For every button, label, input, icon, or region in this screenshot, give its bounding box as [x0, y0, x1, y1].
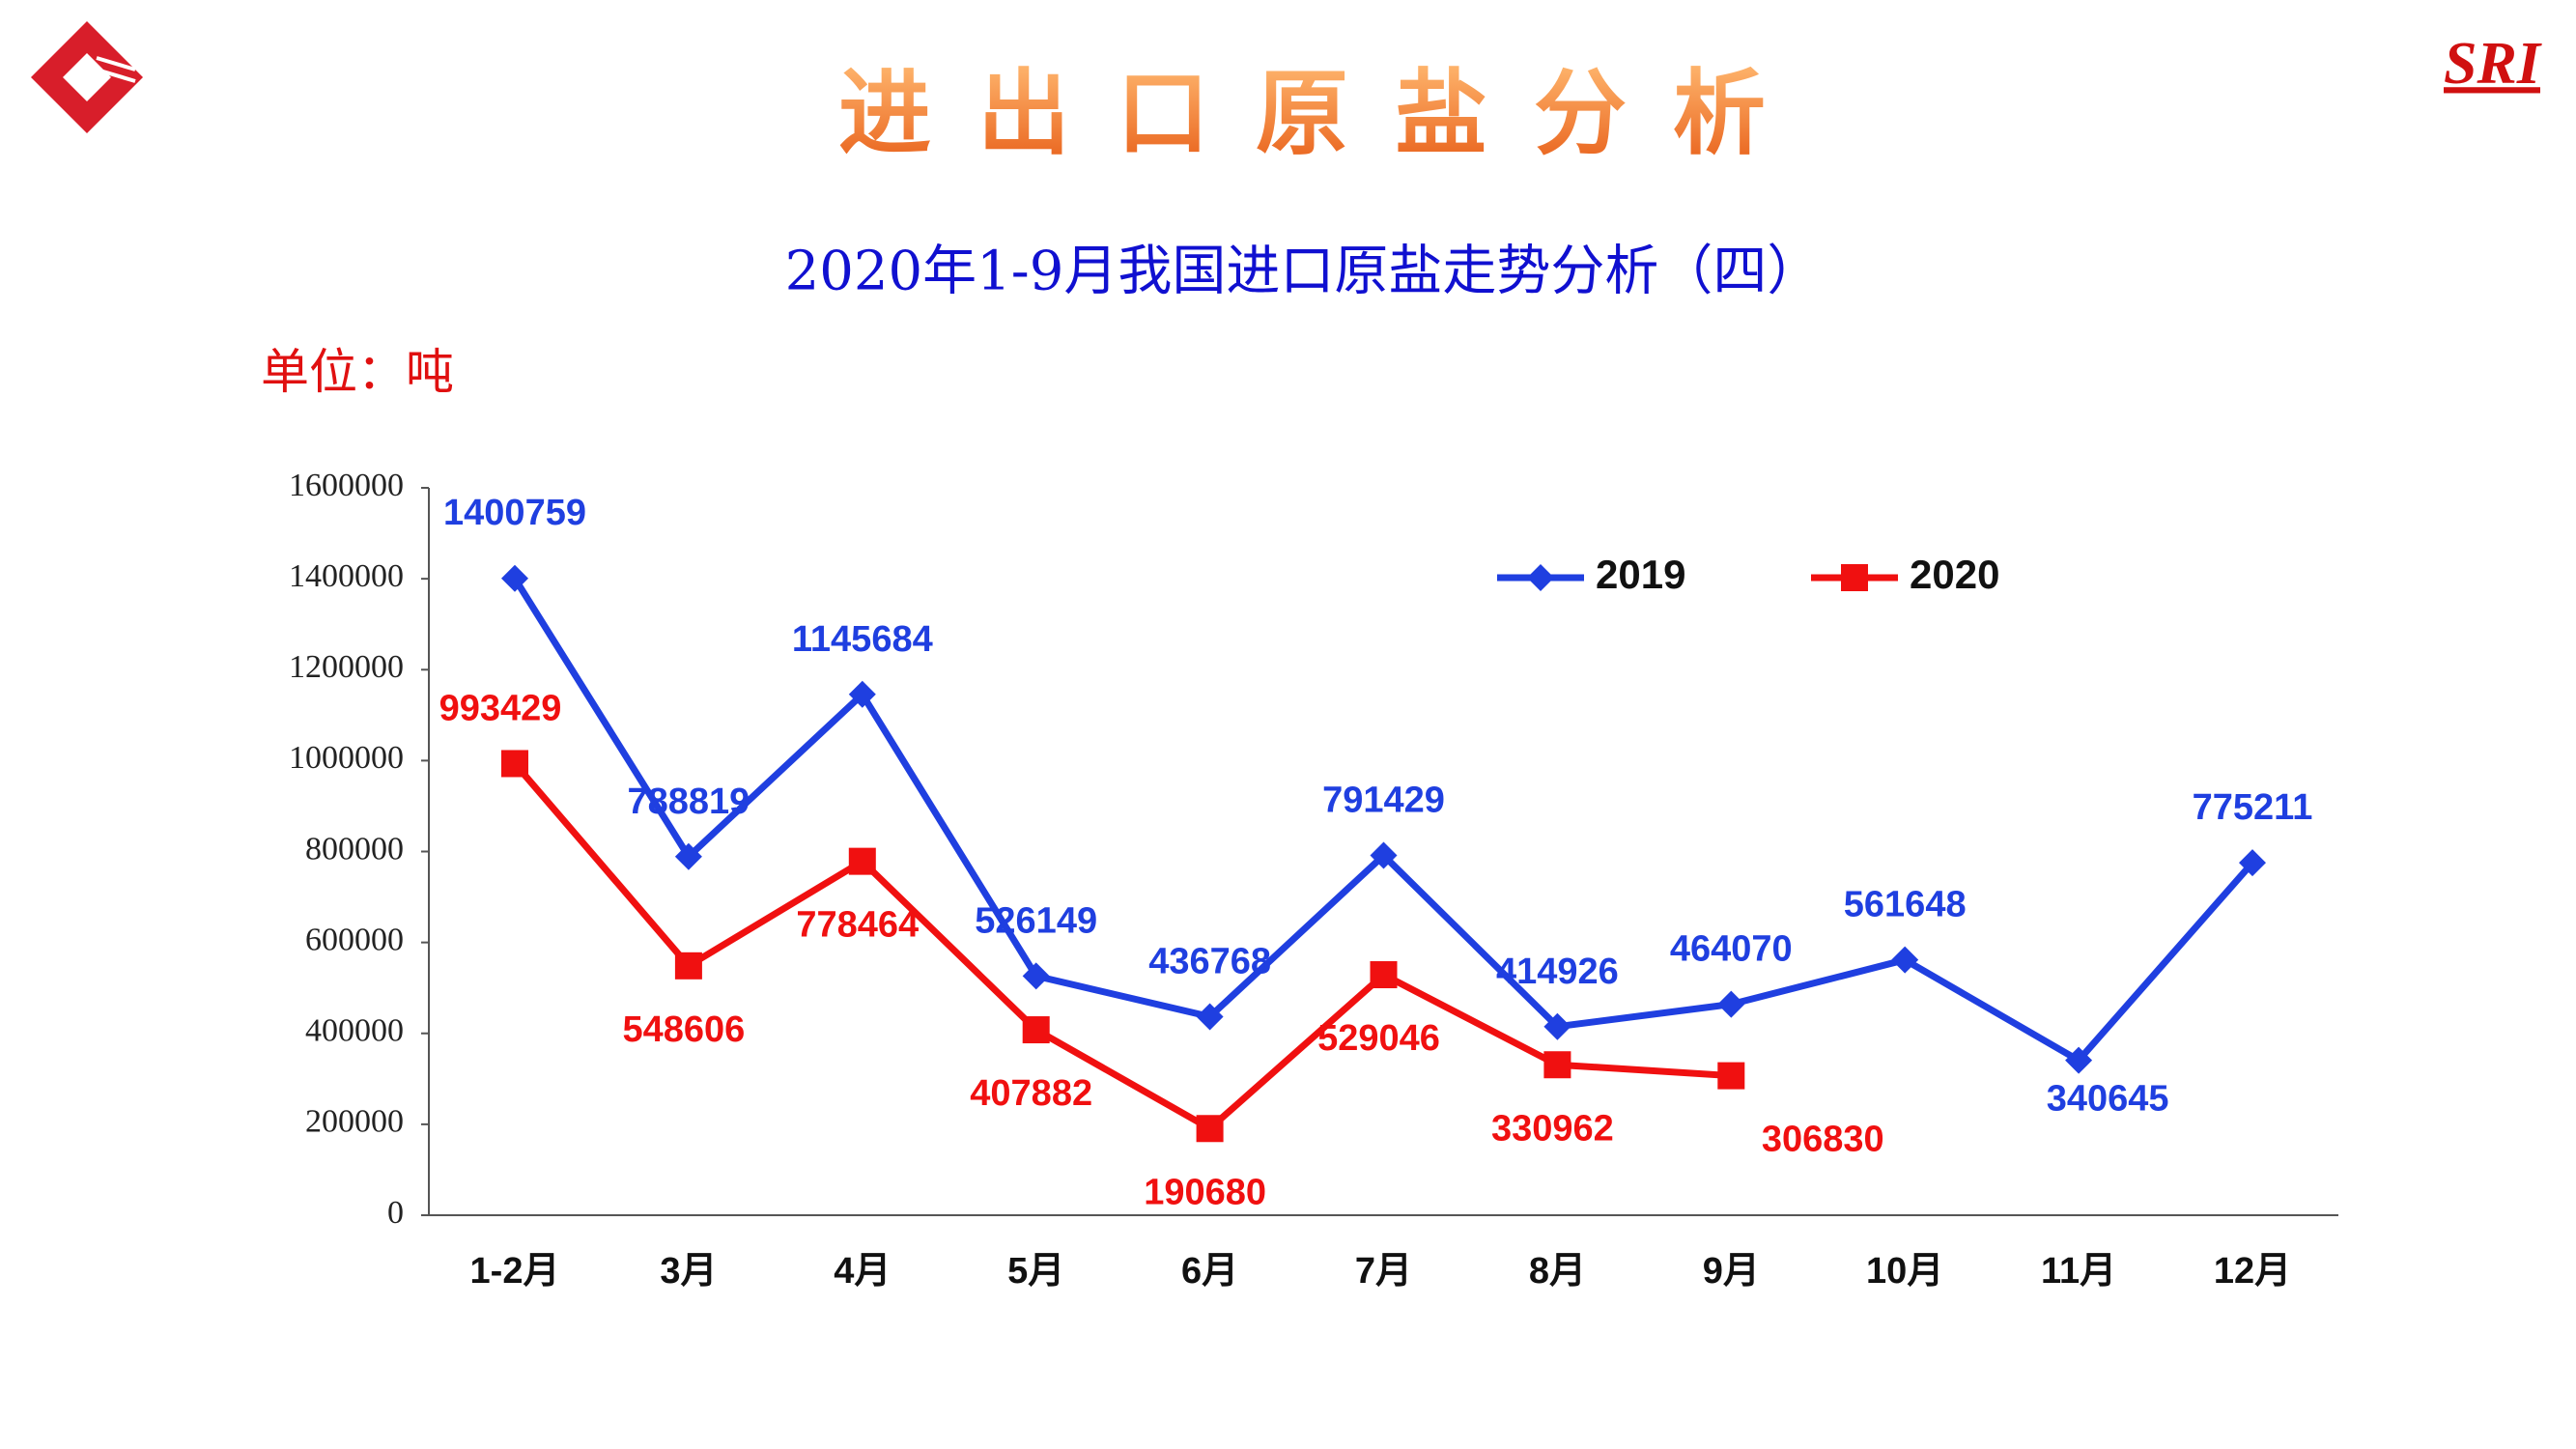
- point: [848, 847, 876, 875]
- data-label: 791429: [1322, 781, 1445, 821]
- y-tick-label: 200000: [305, 1104, 404, 1140]
- data-label: 407882: [970, 1073, 1092, 1114]
- x-tick-label: 1-2月: [470, 1251, 560, 1292]
- x-tick-label: 11月: [2041, 1251, 2116, 1292]
- x-tick-label: 3月: [660, 1251, 717, 1292]
- point: [848, 680, 876, 708]
- point: [1196, 1003, 1224, 1031]
- data-label: 306830: [1762, 1120, 1884, 1160]
- point: [674, 952, 702, 980]
- data-label: 778464: [796, 905, 919, 946]
- y-tick-label: 1200000: [289, 649, 404, 685]
- y-tick-label: 1600000: [289, 468, 404, 503]
- data-label: 190680: [1144, 1172, 1266, 1212]
- legend-marker: [1527, 564, 1554, 591]
- x-tick-label: 12月: [2214, 1251, 2291, 1292]
- data-label: 330962: [1491, 1108, 1614, 1149]
- data-label: 1400759: [443, 493, 586, 533]
- point: [2065, 1046, 2093, 1074]
- x-tick-label: 4月: [834, 1251, 891, 1292]
- data-label: 993429: [439, 688, 562, 728]
- legend-label: 2019: [1596, 552, 1685, 597]
- data-label: 561648: [1844, 885, 1967, 925]
- data-label: 1145684: [792, 619, 933, 660]
- legend-marker: [1841, 564, 1868, 591]
- data-label: 548606: [622, 1009, 745, 1050]
- y-tick-label: 0: [387, 1195, 404, 1231]
- data-label: 775211: [2193, 787, 2313, 828]
- chart-title: 2020年1-9月我国进口原盐走势分析（四）: [785, 241, 1822, 303]
- y-tick-label: 1000000: [289, 740, 404, 776]
- point: [1717, 990, 1745, 1018]
- point: [501, 564, 528, 592]
- y-tick-label: 400000: [305, 1013, 404, 1049]
- point: [1543, 1012, 1571, 1040]
- point: [2239, 849, 2266, 877]
- point: [1891, 946, 1919, 974]
- logo: [31, 21, 143, 133]
- x-tick-label: 10月: [1866, 1251, 1943, 1292]
- unit-label: 单位：吨: [261, 344, 454, 400]
- y-tick-label: 800000: [305, 831, 404, 867]
- data-label: 529046: [1317, 1018, 1440, 1059]
- point: [1022, 1016, 1050, 1044]
- point: [1543, 1051, 1571, 1079]
- data-label: 526149: [975, 900, 1097, 941]
- x-tick-label: 9月: [1703, 1251, 1760, 1292]
- data-label: 464070: [1670, 929, 1793, 970]
- point: [674, 842, 702, 870]
- x-tick-label: 5月: [1007, 1251, 1064, 1292]
- point: [1370, 961, 1398, 989]
- slide-title: 进出口原盐分析: [838, 59, 1812, 167]
- point: [1370, 841, 1398, 869]
- y-tick-label: 600000: [305, 922, 404, 957]
- point: [1022, 962, 1050, 990]
- data-label: 340645: [2047, 1079, 2169, 1120]
- x-tick-label: 7月: [1355, 1251, 1412, 1292]
- series-line: [512, 761, 1732, 1133]
- point: [1196, 1115, 1224, 1143]
- legend-label: 2020: [1910, 552, 1999, 597]
- data-label: 414926: [1496, 952, 1619, 992]
- x-tick-label: 6月: [1181, 1251, 1238, 1292]
- y-tick-label: 1400000: [289, 558, 404, 594]
- point: [501, 750, 528, 778]
- point: [1717, 1062, 1745, 1090]
- brand: SRI: [2444, 31, 2542, 97]
- data-label: 788819: [627, 781, 750, 822]
- data-label: 436768: [1148, 941, 1271, 981]
- x-tick-label: 8月: [1529, 1251, 1586, 1292]
